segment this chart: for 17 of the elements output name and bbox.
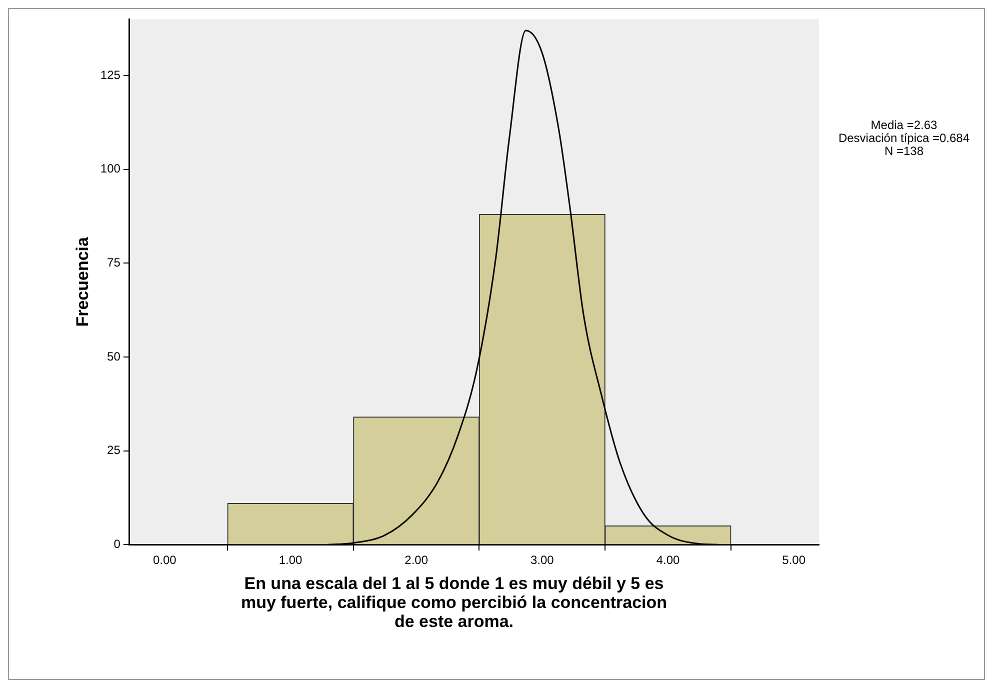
- x-tick-label: 5.00: [782, 553, 806, 568]
- y-axis-title: Frecuencia: [72, 236, 92, 327]
- x-axis-title: En una escala del 1 al 5 donde 1 es muy débil y 5 es muy fuerte, califique como percibió la concentracion de este aroma.: [240, 574, 668, 631]
- x-tick-label: 2.00: [404, 553, 428, 568]
- y-tick-label: 125: [100, 68, 121, 82]
- x-tick-label: 4.00: [656, 553, 680, 568]
- y-tick-label: 50: [107, 349, 121, 364]
- y-tick-label: 100: [100, 162, 121, 176]
- x-tick-label: 3.00: [530, 553, 554, 568]
- text: Media =2.63: [870, 118, 938, 132]
- text: N =138: [883, 144, 924, 158]
- x-tick-label: 0.00: [152, 553, 177, 568]
- y-tick-label: 0: [114, 536, 121, 551]
- text: Desviación típica =0.684: [837, 131, 971, 145]
- y-tick-label: 25: [107, 443, 121, 458]
- y-tick-label: 75: [107, 255, 121, 270]
- x-tick-label: 1.00: [278, 553, 302, 568]
